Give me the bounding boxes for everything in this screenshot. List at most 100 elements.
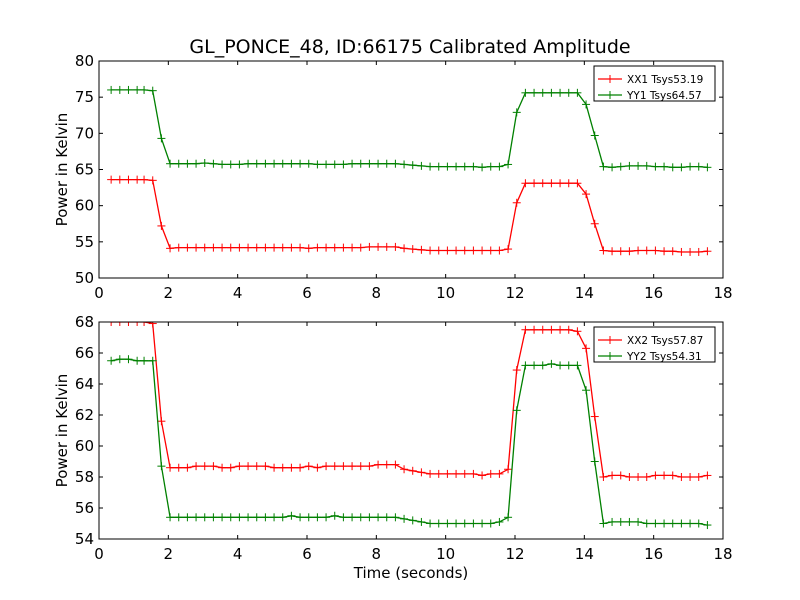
data-point	[538, 88, 547, 97]
data-point	[313, 463, 322, 472]
y-tick-label: 56	[75, 499, 94, 517]
x-tick-label: 8	[372, 284, 382, 302]
data-point	[417, 468, 426, 477]
x-tick-label: 14	[575, 284, 594, 302]
data-point	[304, 244, 313, 253]
data-point	[469, 162, 478, 171]
data-point	[478, 519, 487, 528]
y-tick-label: 55	[75, 233, 94, 251]
data-point	[124, 322, 133, 326]
data-point	[634, 517, 643, 526]
data-point	[599, 473, 608, 481]
data-point	[209, 243, 218, 252]
data-point	[564, 361, 573, 370]
data-point	[686, 473, 695, 481]
data-point	[140, 322, 149, 326]
data-point	[608, 247, 617, 256]
data-point	[616, 517, 625, 526]
data-point	[634, 246, 643, 255]
data-point	[408, 245, 417, 254]
data-point	[590, 457, 599, 466]
y-tick-label: 50	[75, 269, 94, 287]
data-point	[115, 175, 124, 184]
data-point	[556, 361, 565, 370]
data-point	[443, 519, 452, 528]
data-point	[426, 469, 435, 478]
data-point	[304, 159, 313, 168]
data-point	[287, 243, 296, 252]
data-point	[252, 159, 261, 168]
data-point	[625, 247, 634, 256]
legend-label: XX1 Tsys53.19	[627, 74, 703, 86]
series-line-2	[110, 358, 708, 526]
data-point	[668, 471, 677, 480]
data-point	[634, 473, 643, 481]
series-group	[107, 85, 712, 256]
data-point	[166, 244, 175, 253]
data-point	[166, 513, 175, 522]
data-point	[270, 513, 279, 522]
data-point	[133, 85, 142, 94]
data-point	[408, 516, 417, 525]
x-tick-label: 18	[713, 545, 732, 563]
y-tick-label: 75	[75, 88, 94, 106]
data-point	[356, 243, 365, 252]
data-point	[115, 355, 124, 364]
data-point	[703, 163, 712, 172]
data-point	[608, 471, 617, 480]
data-point	[382, 460, 391, 469]
data-point	[469, 246, 478, 255]
data-point	[582, 190, 591, 199]
data-point	[218, 243, 227, 252]
x-tick-label: 14	[575, 545, 594, 563]
data-point	[703, 471, 712, 480]
x-tick-label: 16	[644, 284, 663, 302]
data-point	[278, 463, 287, 472]
data-point	[590, 219, 599, 228]
data-point	[261, 159, 270, 168]
data-point	[486, 519, 495, 528]
data-point	[530, 361, 539, 370]
series-line-1	[111, 322, 708, 478]
top-subplot: 0 2 4 6 8 10 12 14 16 18 50 55 60 65 70 75 80 Power in Ke…	[53, 52, 733, 302]
y-axis-label: Power in Kelvin	[53, 374, 71, 488]
data-point	[486, 246, 495, 255]
data-point	[391, 513, 400, 522]
data-point	[417, 517, 426, 526]
data-point	[400, 160, 409, 169]
data-point	[252, 462, 261, 471]
data-point	[469, 469, 478, 478]
data-point	[530, 88, 539, 97]
data-point	[608, 163, 617, 172]
data-point	[530, 179, 539, 188]
data-point	[218, 160, 227, 169]
data-point	[642, 161, 651, 170]
data-point	[478, 471, 487, 480]
data-point	[252, 513, 261, 522]
data-point	[330, 511, 339, 520]
data-point	[200, 462, 209, 471]
data-point	[504, 245, 513, 254]
data-point	[296, 159, 305, 168]
data-point	[235, 243, 244, 252]
series-line-1	[111, 178, 708, 253]
data-point	[313, 160, 322, 169]
data-point	[339, 462, 348, 471]
data-point	[616, 162, 625, 171]
legend-label: YY2 Tsys54.31	[626, 351, 702, 363]
data-point	[608, 517, 617, 526]
y-tick-label: 62	[75, 406, 94, 424]
data-point	[495, 517, 504, 526]
y-tick-label: 60	[75, 197, 94, 215]
data-point	[209, 513, 218, 522]
data-point	[564, 179, 573, 188]
data-point	[625, 473, 634, 481]
data-point	[133, 175, 142, 184]
data-point	[183, 243, 192, 252]
data-point	[124, 175, 133, 184]
x-tick-label: 6	[302, 284, 312, 302]
y-axis-label: Power in Kelvin	[53, 113, 71, 227]
plot-frame	[98, 321, 724, 540]
data-point	[270, 463, 279, 472]
data-point	[148, 356, 157, 365]
